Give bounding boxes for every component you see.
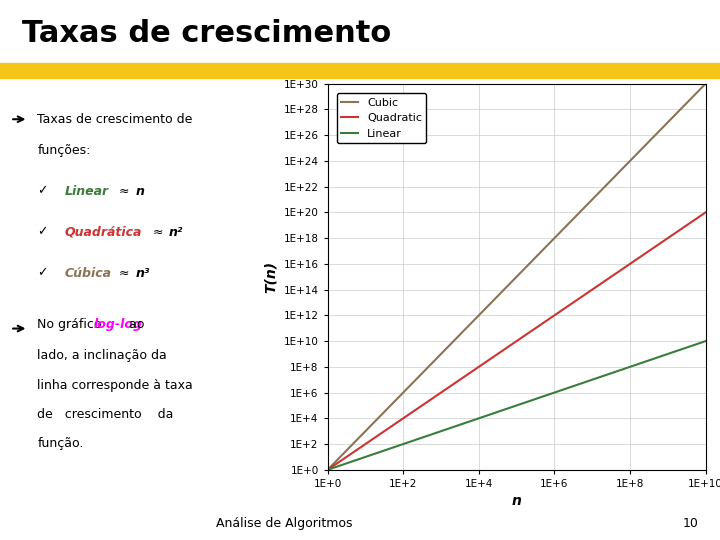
Text: função.: função. — [37, 437, 84, 450]
Quadratic — [503, 345, 511, 351]
Text: n: n — [135, 185, 144, 198]
Linear — [692, 341, 701, 347]
Quadratic — [548, 313, 557, 320]
Text: ≈: ≈ — [115, 185, 134, 198]
Text: ✓: ✓ — [37, 185, 48, 198]
Cubic — [633, 150, 642, 157]
Text: Análise de Algoritmos: Análise de Algoritmos — [216, 517, 353, 530]
Text: funções:: funções: — [37, 144, 91, 157]
Quadratic — [323, 467, 332, 473]
Linear — [548, 390, 557, 396]
Linear — [505, 404, 514, 411]
Text: linha corresponde à taxa: linha corresponde à taxa — [37, 380, 193, 393]
Text: Linear: Linear — [65, 185, 109, 198]
Text: n²: n² — [169, 226, 184, 239]
Cubic — [701, 80, 710, 87]
Cubic — [528, 258, 536, 264]
Text: No gráfico: No gráfico — [37, 318, 106, 331]
Line: Linear: Linear — [328, 341, 706, 470]
Cubic — [503, 283, 511, 289]
Text: Taxas de crescimento: Taxas de crescimento — [22, 19, 391, 48]
Y-axis label: T(n): T(n) — [264, 261, 278, 293]
Text: lado, a inclinação da: lado, a inclinação da — [37, 349, 167, 362]
Quadratic — [505, 343, 514, 349]
Text: ao: ao — [125, 318, 145, 331]
Text: ≈: ≈ — [149, 226, 168, 239]
Linear — [503, 406, 511, 412]
Cubic — [505, 281, 514, 287]
Linear — [323, 467, 332, 473]
Text: de   crescimento    da: de crescimento da — [37, 408, 174, 421]
Linear — [701, 338, 710, 345]
Quadratic — [701, 209, 710, 215]
Text: 10: 10 — [683, 517, 698, 530]
Cubic — [548, 237, 557, 243]
Text: Cúbica: Cúbica — [65, 267, 112, 280]
Text: ✓: ✓ — [37, 226, 48, 239]
Text: ≈: ≈ — [115, 267, 134, 280]
Cubic — [323, 467, 332, 473]
Text: Quadrática: Quadrática — [65, 226, 142, 239]
Legend: Cubic, Quadratic, Linear: Cubic, Quadratic, Linear — [337, 93, 426, 143]
Text: ✓: ✓ — [37, 267, 48, 280]
Linear — [633, 361, 642, 368]
Text: n³: n³ — [135, 267, 150, 280]
Line: Quadratic: Quadratic — [328, 212, 706, 470]
Text: log-log: log-log — [94, 318, 143, 331]
Text: Taxas de crescimento de: Taxas de crescimento de — [37, 113, 193, 126]
Quadratic — [633, 255, 642, 262]
Linear — [528, 397, 536, 403]
Cubic — [692, 90, 701, 96]
Quadratic — [692, 215, 701, 222]
X-axis label: n: n — [512, 495, 521, 508]
Quadratic — [528, 327, 536, 334]
Line: Cubic: Cubic — [328, 84, 706, 470]
